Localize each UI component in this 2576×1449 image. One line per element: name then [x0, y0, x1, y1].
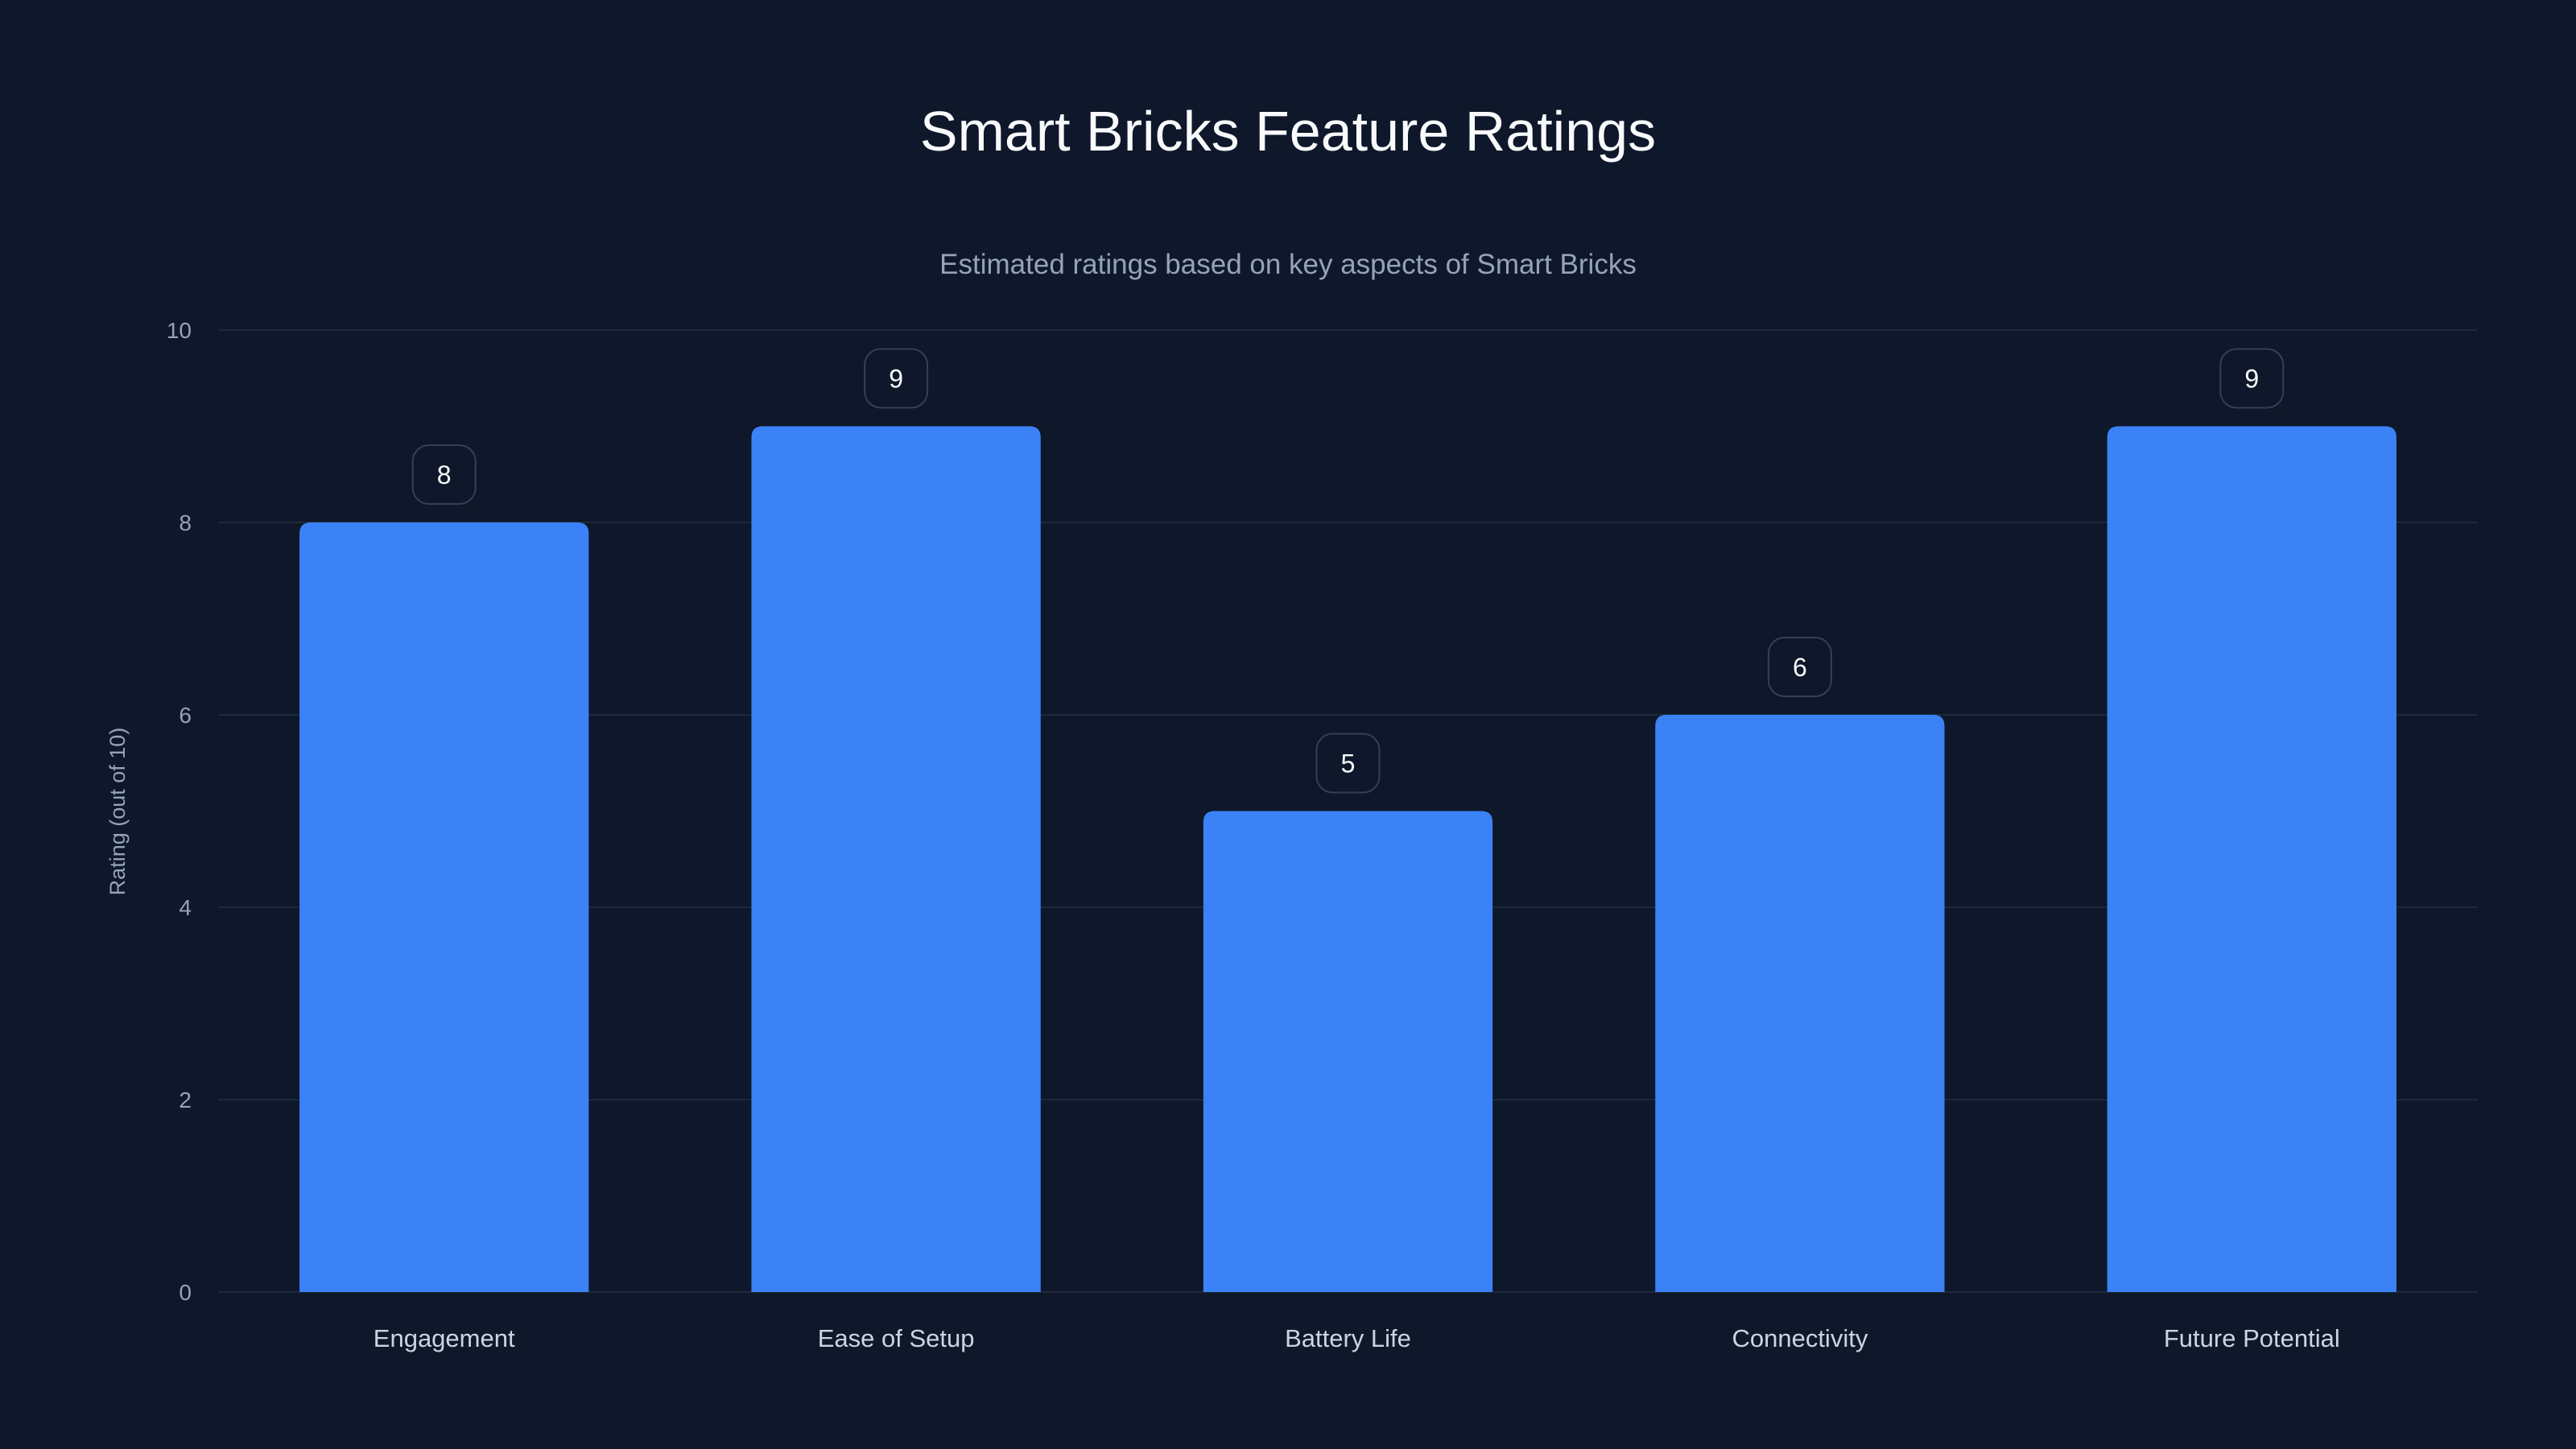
data-label-box [1315, 733, 1381, 794]
data-label-box [1767, 637, 1832, 697]
y-tick-label: 10 [167, 318, 192, 343]
x-tick-label: Engagement [374, 1324, 515, 1352]
x-tick-label: Connectivity [1732, 1324, 1868, 1352]
chart-subtitle: Estimated ratings based on key aspects o… [939, 249, 1637, 280]
bar [1203, 811, 1493, 1292]
bar [2107, 426, 2396, 1292]
y-tick-label: 0 [179, 1280, 192, 1305]
data-label: 5 [1341, 749, 1356, 778]
data-label-box [2219, 348, 2285, 409]
data-label-box [411, 444, 477, 505]
chart-title: Smart Bricks Feature Ratings [920, 100, 1656, 163]
data-label: 8 [437, 460, 452, 489]
y-tick-label: 6 [179, 703, 192, 728]
y-tick-label: 2 [179, 1088, 192, 1113]
data-label-box [864, 348, 929, 409]
bar [299, 522, 589, 1292]
y-tick-label: 8 [179, 510, 192, 535]
data-label: 6 [1793, 653, 1807, 682]
x-tick-label: Future Potential [2164, 1324, 2340, 1352]
x-tick-label: Ease of Setup [818, 1324, 975, 1352]
bar [751, 426, 1041, 1292]
data-label: 9 [2244, 365, 2259, 394]
y-tick-label: 4 [179, 895, 192, 920]
y-axis-label: Rating (out of 10) [105, 728, 130, 896]
bar [1655, 715, 1945, 1292]
data-label: 9 [889, 365, 903, 394]
x-tick-label: Battery Life [1285, 1324, 1411, 1352]
